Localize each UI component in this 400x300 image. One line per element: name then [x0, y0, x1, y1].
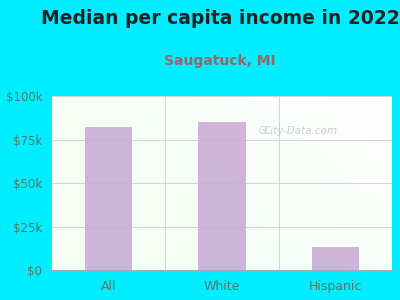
Text: Saugatuck, MI: Saugatuck, MI: [164, 54, 276, 68]
Text: City-Data.com: City-Data.com: [263, 126, 337, 136]
Bar: [198, 122, 246, 270]
Text: Median per capita income in 2022: Median per capita income in 2022: [41, 9, 399, 28]
Bar: [312, 248, 359, 270]
Bar: [85, 127, 132, 270]
Text: ⊙: ⊙: [258, 124, 268, 137]
